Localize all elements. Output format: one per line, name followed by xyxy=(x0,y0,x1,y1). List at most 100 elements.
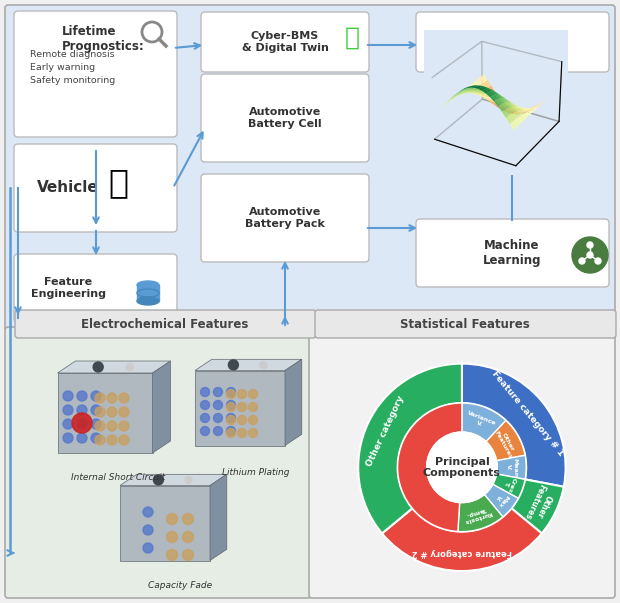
Text: Other
Features: Other Features xyxy=(522,482,556,525)
Circle shape xyxy=(228,360,239,370)
Wedge shape xyxy=(458,494,503,532)
Circle shape xyxy=(579,258,585,264)
Circle shape xyxy=(226,415,236,425)
Circle shape xyxy=(572,237,608,273)
Text: Capacity Fade: Capacity Fade xyxy=(148,581,212,590)
Circle shape xyxy=(77,391,87,401)
Circle shape xyxy=(260,361,267,368)
Circle shape xyxy=(200,414,210,423)
FancyBboxPatch shape xyxy=(201,74,369,162)
Circle shape xyxy=(143,507,153,517)
Circle shape xyxy=(200,400,210,409)
Bar xyxy=(137,285,159,301)
FancyBboxPatch shape xyxy=(416,12,609,72)
Text: Variance
V.: Variance V. xyxy=(464,411,497,432)
Text: Feature
Engineering: Feature Engineering xyxy=(30,277,105,299)
Circle shape xyxy=(107,435,117,445)
Circle shape xyxy=(95,421,105,431)
Text: Safety Envelope: Safety Envelope xyxy=(458,36,565,48)
Text: Cyber-BMS
& Digital Twin: Cyber-BMS & Digital Twin xyxy=(242,31,329,53)
Circle shape xyxy=(91,405,101,415)
Circle shape xyxy=(91,433,101,443)
Wedge shape xyxy=(462,403,506,441)
Text: Automotive
Battery Pack: Automotive Battery Pack xyxy=(245,207,325,229)
Circle shape xyxy=(237,390,247,399)
Circle shape xyxy=(226,414,236,423)
Circle shape xyxy=(107,393,117,403)
Circle shape xyxy=(107,421,117,431)
Circle shape xyxy=(167,531,177,543)
FancyBboxPatch shape xyxy=(15,310,316,338)
Wedge shape xyxy=(497,455,526,479)
Text: Feature category # 2: Feature category # 2 xyxy=(412,548,512,557)
Circle shape xyxy=(77,433,87,443)
FancyBboxPatch shape xyxy=(14,254,177,322)
Circle shape xyxy=(143,543,153,553)
Circle shape xyxy=(182,531,193,543)
Circle shape xyxy=(185,476,192,484)
Circle shape xyxy=(249,429,257,438)
Circle shape xyxy=(226,390,236,399)
Text: Other
Features: Other Features xyxy=(494,427,518,459)
Circle shape xyxy=(226,426,236,435)
FancyBboxPatch shape xyxy=(315,310,616,338)
Wedge shape xyxy=(493,474,525,498)
Text: Feature category # 1: Feature category # 1 xyxy=(490,369,565,458)
Polygon shape xyxy=(285,359,302,446)
Circle shape xyxy=(200,426,210,435)
Circle shape xyxy=(587,252,593,258)
FancyBboxPatch shape xyxy=(58,373,153,453)
Circle shape xyxy=(126,364,133,370)
Circle shape xyxy=(587,242,593,248)
Circle shape xyxy=(119,407,129,417)
Polygon shape xyxy=(210,475,227,561)
Circle shape xyxy=(213,400,223,409)
Text: Mean
V.: Mean V. xyxy=(507,458,517,477)
Circle shape xyxy=(77,419,87,429)
FancyBboxPatch shape xyxy=(14,11,177,137)
Circle shape xyxy=(167,549,177,561)
Text: 🚗: 🚗 xyxy=(345,26,360,50)
Circle shape xyxy=(182,514,193,525)
Circle shape xyxy=(77,405,87,415)
Circle shape xyxy=(226,429,236,438)
Text: Statistical Features: Statistical Features xyxy=(400,318,530,330)
Circle shape xyxy=(595,258,601,264)
Circle shape xyxy=(226,400,236,409)
Text: Electrochemical Features: Electrochemical Features xyxy=(81,318,249,330)
FancyBboxPatch shape xyxy=(5,5,615,331)
Circle shape xyxy=(237,429,247,438)
FancyBboxPatch shape xyxy=(120,485,210,561)
Circle shape xyxy=(249,402,257,411)
FancyBboxPatch shape xyxy=(416,219,609,287)
Circle shape xyxy=(237,415,247,425)
Wedge shape xyxy=(358,364,462,534)
Wedge shape xyxy=(382,508,542,571)
Circle shape xyxy=(226,402,236,411)
FancyBboxPatch shape xyxy=(14,144,177,232)
Polygon shape xyxy=(195,359,302,370)
FancyBboxPatch shape xyxy=(195,370,285,446)
Text: 🚗: 🚗 xyxy=(108,166,128,200)
Circle shape xyxy=(93,362,103,372)
Text: Vehicle: Vehicle xyxy=(37,180,99,195)
Wedge shape xyxy=(462,364,565,487)
Wedge shape xyxy=(512,479,564,534)
Wedge shape xyxy=(397,403,462,531)
Text: Internal Short Circuit: Internal Short Circuit xyxy=(71,473,165,482)
Circle shape xyxy=(249,390,257,399)
Text: Machine
Learning: Machine Learning xyxy=(483,239,541,267)
Circle shape xyxy=(72,413,92,433)
Circle shape xyxy=(107,407,117,417)
Circle shape xyxy=(167,514,177,525)
FancyBboxPatch shape xyxy=(201,12,369,72)
Circle shape xyxy=(95,435,105,445)
Text: Max
V.: Max V. xyxy=(492,490,509,508)
Circle shape xyxy=(427,432,497,502)
Circle shape xyxy=(143,525,153,535)
Text: Cres
T.: Cres T. xyxy=(501,475,516,493)
Circle shape xyxy=(182,549,193,561)
Text: Kurtosis
Temp.: Kurtosis Temp. xyxy=(462,505,493,525)
Circle shape xyxy=(200,388,210,397)
Text: Remote diagnosis
Early warning
Safety monitoring: Remote diagnosis Early warning Safety mo… xyxy=(30,50,115,86)
